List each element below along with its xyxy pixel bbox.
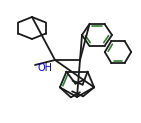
- Text: OH: OH: [37, 63, 52, 73]
